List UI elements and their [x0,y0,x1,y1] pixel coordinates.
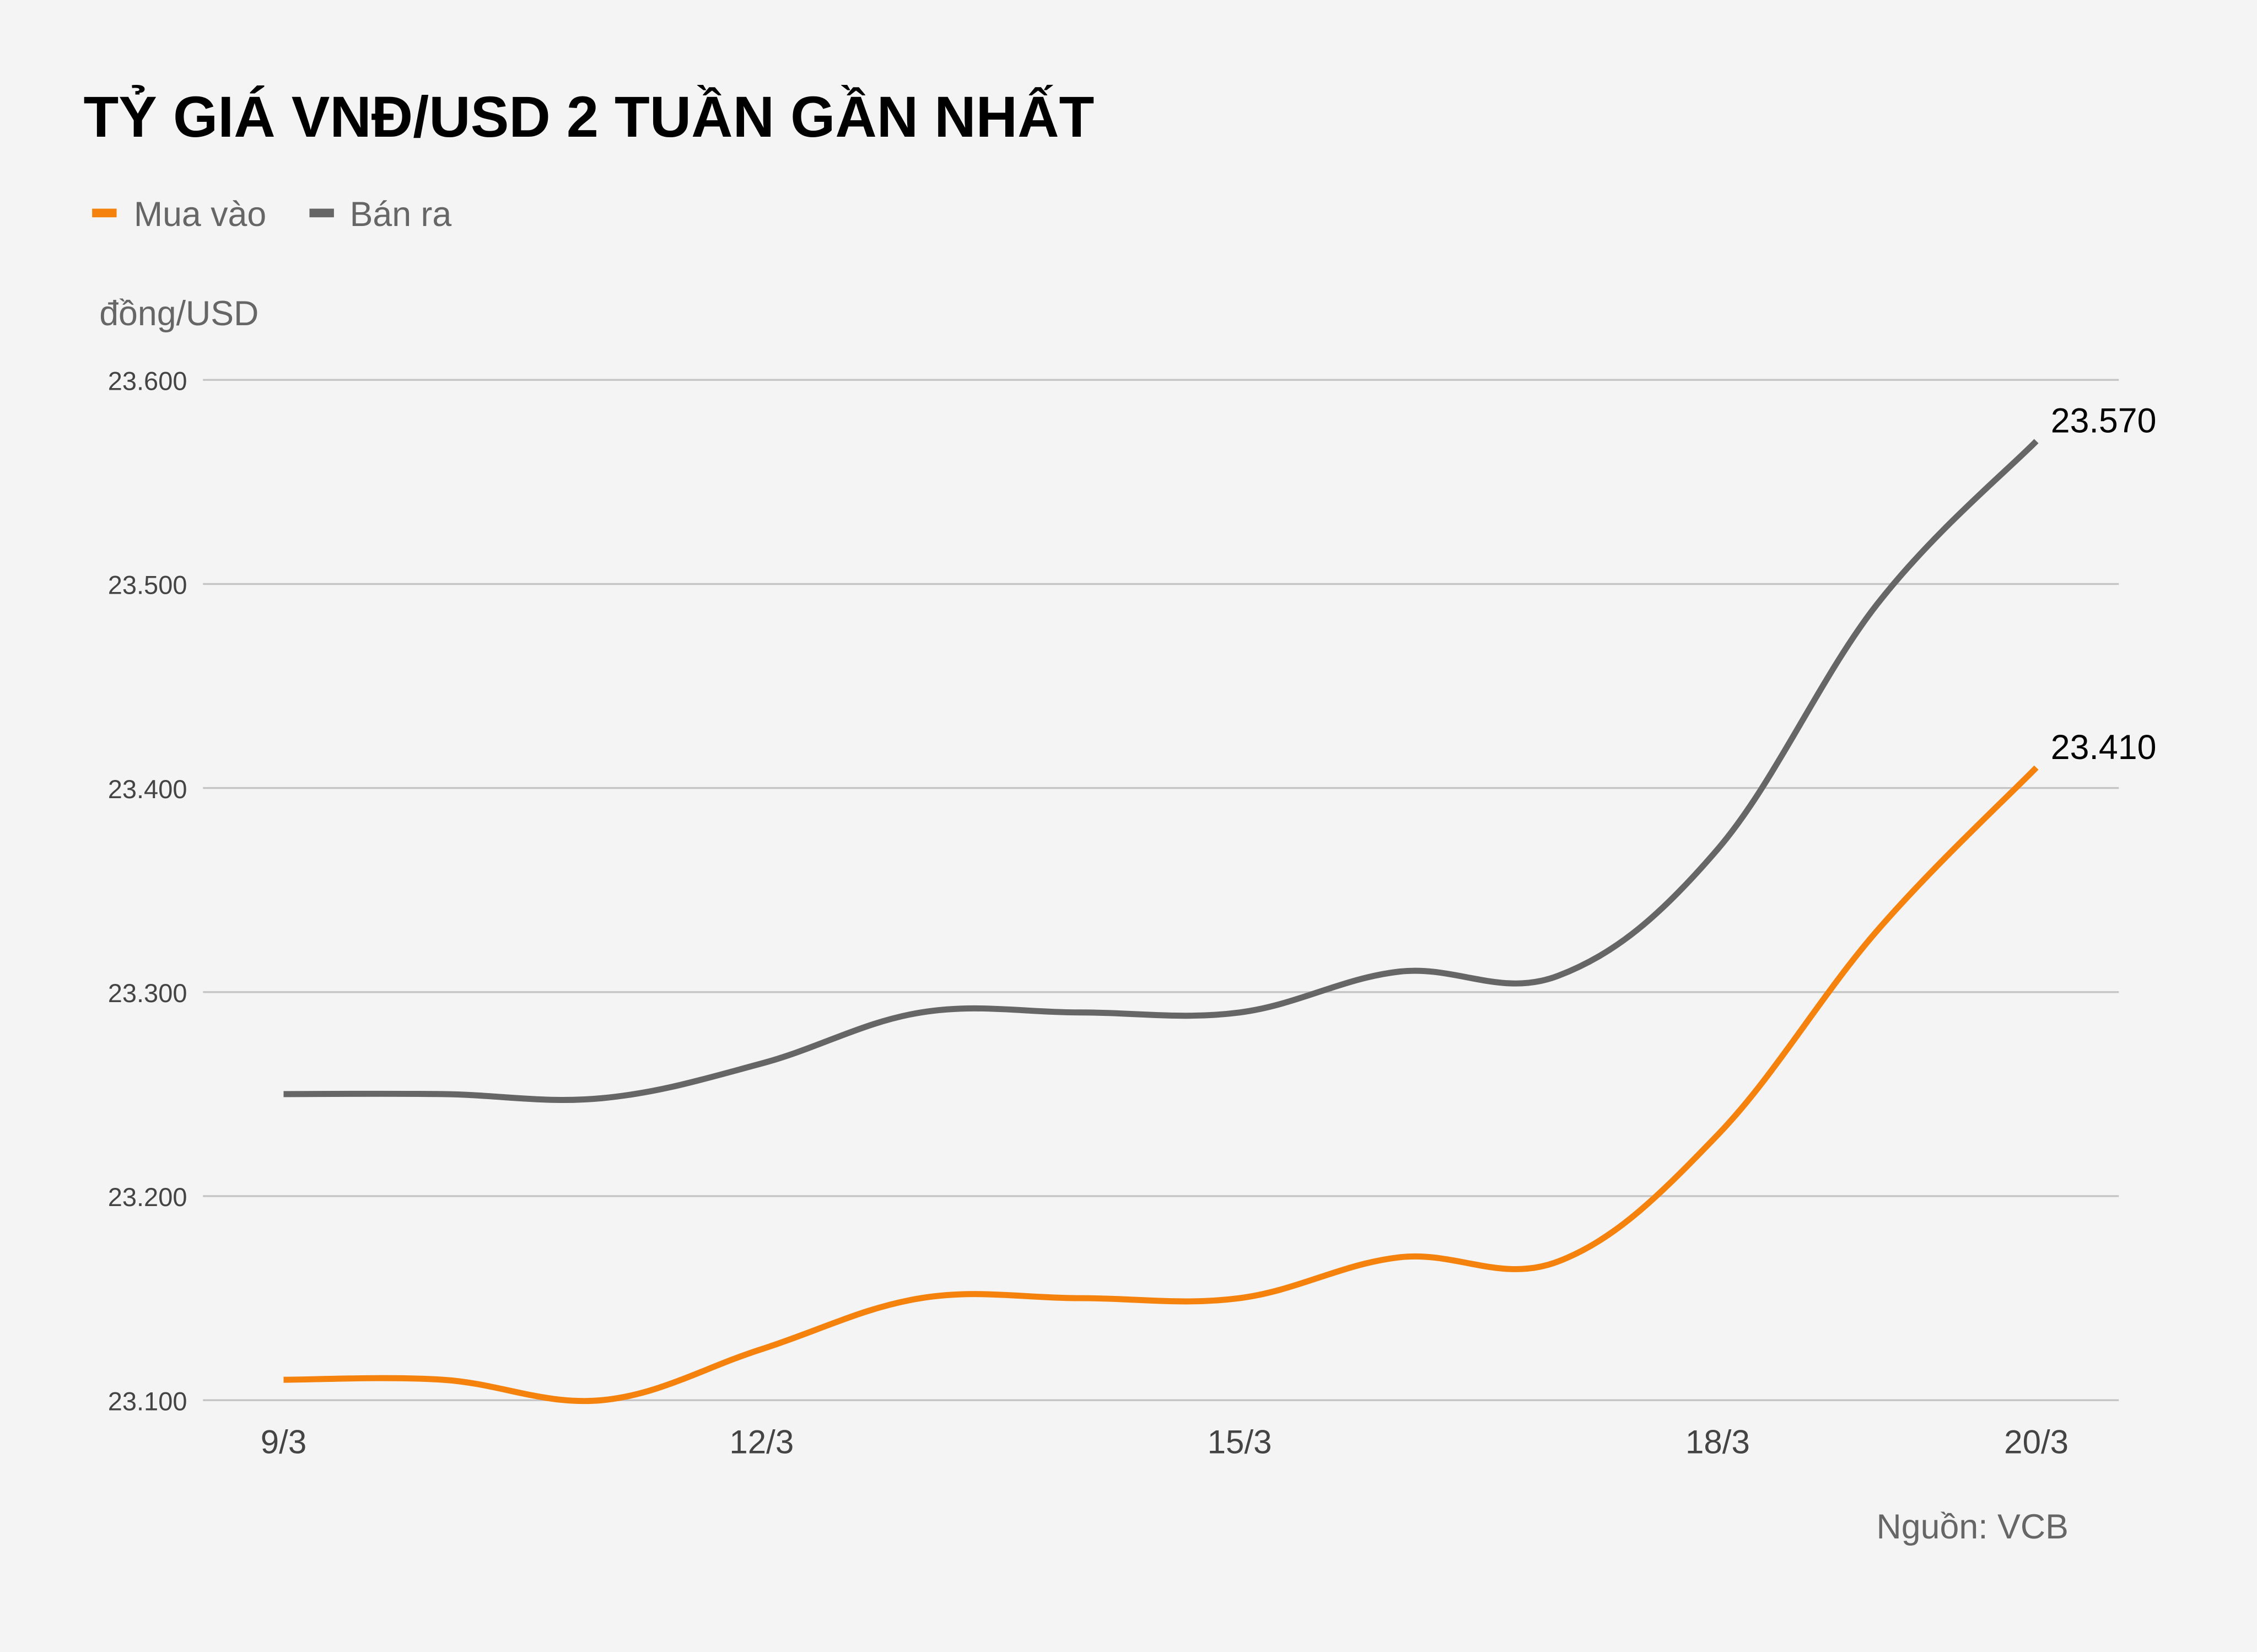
series-lines [283,439,2039,1405]
series-line-mua-vao [283,765,2039,1405]
y-tick-label: 23.200 [108,1182,187,1212]
x-tick-label: 18/3 [1685,1424,1750,1461]
y-axis-ticks: 23.100 23.200 23.300 23.400 23.500 23.600 [108,366,187,1416]
y-tick-label: 23.300 [108,978,187,1008]
source-note: Nguồn: VCB [1877,1508,2069,1546]
y-tick-label: 23.500 [108,571,187,600]
x-tick-label: 15/3 [1208,1424,1272,1461]
end-value-labels: 23.570 23.410 [2051,402,2157,767]
legend-label-ban-ra: Bán ra [350,195,452,234]
legend-label-mua-vao: Mua vào [134,195,266,234]
y-axis-unit-label: đồng/USD [99,294,258,333]
y-tick-label: 23.100 [108,1386,187,1416]
y-tick-label: 23.600 [108,366,187,395]
x-axis-ticks: 9/3 12/3 15/3 18/3 20/3 [261,1424,2069,1461]
x-tick-label: 12/3 [729,1424,794,1461]
legend: Mua vào Bán ra [92,195,451,234]
series-line-ban-ra [283,439,2039,1103]
x-tick-label: 9/3 [261,1424,307,1461]
chart-title: TỶ GIÁ VNĐ/USD 2 TUẦN GẦN NHẤT [83,85,1094,149]
legend-swatch-ban-ra [309,208,334,218]
legend-swatch-mua-vao [92,208,117,218]
x-tick-label: 20/3 [2004,1424,2069,1461]
y-tick-label: 23.400 [108,774,187,804]
end-label-ban-ra: 23.570 [2051,402,2157,440]
end-label-mua-vao: 23.410 [2051,728,2157,767]
gridlines [203,379,2119,1401]
